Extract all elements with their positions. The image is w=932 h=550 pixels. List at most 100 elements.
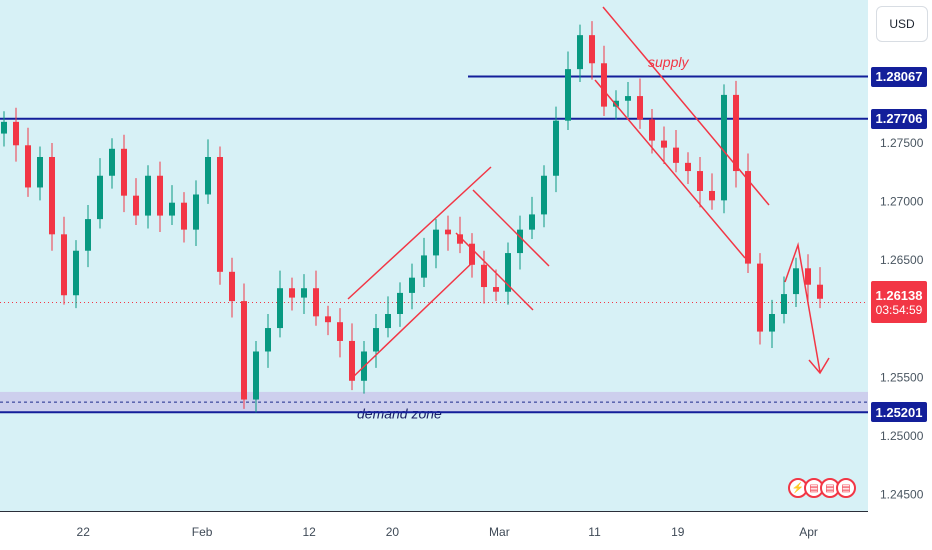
candle bbox=[133, 178, 139, 225]
candle bbox=[241, 283, 247, 409]
candle bbox=[601, 45, 607, 116]
current-price-value: 1.26138 bbox=[875, 287, 923, 303]
time-tick-label: Feb bbox=[192, 525, 213, 539]
descending-channel-lower bbox=[594, 79, 746, 259]
descending-channel-upper bbox=[602, 6, 770, 206]
descending-channel[interactable] bbox=[594, 6, 770, 259]
candle bbox=[109, 138, 115, 189]
price-ticks: 1.27500 1.27000 1.26500 1.25500 1.25000 1.245… bbox=[880, 136, 924, 501]
candle bbox=[49, 142, 55, 251]
candle bbox=[505, 242, 511, 305]
candle-countdown: 03:54:59 bbox=[875, 302, 923, 317]
drawing-tools[interactable]: supply bbox=[347, 6, 830, 379]
candle bbox=[589, 21, 595, 80]
time-tick-label: 20 bbox=[386, 525, 400, 539]
candle bbox=[181, 192, 187, 243]
bull-flag[interactable] bbox=[455, 189, 550, 311]
level-price-badge: 1.27706 bbox=[871, 108, 927, 129]
price-tick-label: 1.25500 bbox=[880, 370, 924, 384]
projection-path bbox=[784, 242, 821, 373]
candle bbox=[445, 215, 451, 251]
candle bbox=[781, 276, 787, 324]
candle bbox=[409, 263, 415, 310]
candle bbox=[529, 196, 535, 240]
candle bbox=[625, 82, 631, 118]
ascending-channel[interactable] bbox=[347, 166, 492, 379]
time-tick-label: 19 bbox=[671, 525, 685, 539]
candle bbox=[469, 233, 475, 278]
candle bbox=[217, 146, 223, 285]
candle bbox=[289, 277, 295, 311]
candle bbox=[685, 152, 691, 184]
time-ticks: 22 Feb 12 20 Mar 11 19 Apr bbox=[77, 525, 818, 539]
price-tick-label: 1.27000 bbox=[880, 195, 924, 209]
candle bbox=[85, 205, 91, 268]
candle bbox=[253, 340, 259, 413]
candle bbox=[541, 165, 547, 228]
economic-events[interactable]: ⚡ ▤ ▤ ▤ bbox=[788, 478, 856, 498]
candle bbox=[649, 108, 655, 154]
candle bbox=[1, 111, 7, 147]
candle bbox=[97, 158, 103, 229]
candle bbox=[337, 308, 343, 358]
candle bbox=[553, 106, 559, 193]
candle bbox=[817, 267, 823, 309]
candle bbox=[457, 216, 463, 254]
candle bbox=[301, 274, 307, 314]
projection-arrow[interactable] bbox=[784, 242, 830, 375]
candle bbox=[373, 313, 379, 368]
candle bbox=[313, 270, 319, 326]
candle bbox=[565, 51, 571, 131]
candle bbox=[769, 299, 775, 348]
us-flag-event-icon[interactable]: ▤ bbox=[836, 478, 856, 498]
candle bbox=[229, 257, 235, 318]
candle bbox=[349, 323, 355, 391]
level-price-badge: 1.28067 bbox=[871, 66, 927, 87]
bull-flag-upper bbox=[472, 189, 550, 267]
candle bbox=[661, 126, 667, 165]
candle bbox=[673, 130, 679, 173]
candle bbox=[697, 156, 703, 208]
candle bbox=[745, 153, 751, 273]
candle bbox=[733, 80, 739, 188]
ascending-channel-upper bbox=[347, 166, 492, 300]
demand-zone[interactable]: demand zone bbox=[0, 391, 868, 421]
price-tick-label: 1.24500 bbox=[880, 487, 924, 501]
price-tick-label: 1.25000 bbox=[880, 429, 924, 443]
candle bbox=[757, 253, 763, 345]
price-tick-label: 1.27500 bbox=[880, 136, 924, 150]
currency-selector-button[interactable]: USD bbox=[876, 6, 928, 42]
candle bbox=[61, 216, 67, 305]
candle bbox=[169, 185, 175, 225]
candle bbox=[637, 78, 643, 129]
ascending-channel-lower bbox=[351, 260, 475, 379]
candle bbox=[397, 282, 403, 327]
candle bbox=[805, 254, 811, 302]
candle bbox=[25, 127, 31, 197]
time-axis[interactable] bbox=[0, 512, 932, 550]
candle bbox=[481, 250, 487, 304]
candle bbox=[277, 270, 283, 338]
candle bbox=[493, 269, 499, 302]
candle bbox=[577, 24, 583, 83]
candle bbox=[193, 180, 199, 247]
candle bbox=[793, 257, 799, 307]
time-tick-label: 22 bbox=[77, 525, 91, 539]
supply-label: supply bbox=[648, 54, 689, 70]
candles[interactable] bbox=[1, 21, 823, 413]
plot-area[interactable] bbox=[0, 0, 868, 512]
bull-flag-lower bbox=[455, 232, 534, 311]
candle bbox=[73, 240, 79, 309]
candle bbox=[157, 161, 163, 232]
projection-arrowhead bbox=[808, 357, 830, 375]
candle bbox=[205, 139, 211, 204]
level-price-badge: 1.25201 bbox=[871, 402, 927, 423]
candle bbox=[517, 215, 523, 270]
current-price-badge: 1.26138 03:54:59 bbox=[871, 281, 927, 323]
candle bbox=[421, 237, 427, 288]
candle bbox=[385, 296, 391, 338]
time-tick-label: 12 bbox=[302, 525, 316, 539]
candle bbox=[121, 134, 127, 213]
candle bbox=[37, 146, 43, 201]
